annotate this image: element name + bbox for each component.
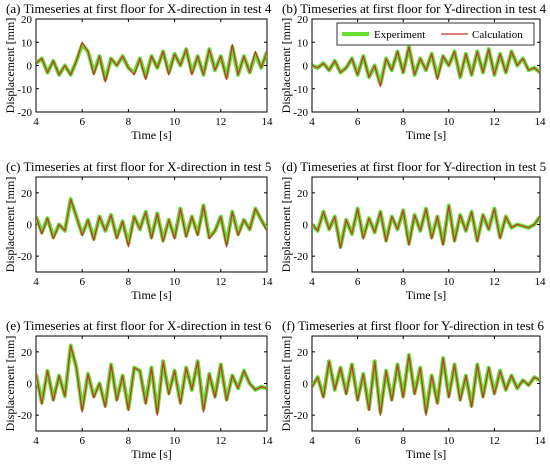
y-tick-label: 0: [303, 61, 309, 73]
series-line-calculation: [36, 344, 267, 416]
series-line-calculation: [312, 46, 540, 88]
x-tick-label: 4: [309, 276, 315, 288]
x-tick-label: 12: [489, 435, 500, 447]
y-tick-label: 0: [27, 379, 33, 391]
y-axis-label: Displacement [mm]: [279, 18, 293, 114]
x-tick-label: 12: [215, 116, 226, 128]
x-tick-label: 8: [126, 435, 132, 447]
x-axis-label: Time [s]: [131, 447, 172, 461]
x-axis-label: Time [s]: [131, 128, 172, 142]
y-tick-label: 20: [297, 14, 309, 26]
x-axis-label: Time [s]: [406, 288, 447, 302]
x-tick-label: 10: [169, 116, 181, 128]
series-line-experiment: [36, 343, 267, 414]
y-tick-label: 10: [21, 37, 33, 49]
series-line-calculation: [312, 354, 540, 416]
x-tick-label: 4: [33, 435, 39, 447]
y-tick-label: -20: [293, 107, 308, 119]
series-line-calculation: [36, 41, 267, 83]
legend: Experiment Calculation: [336, 22, 535, 46]
series-line-calculation: [312, 204, 540, 249]
chart-title: (e) Timeseries at first floor for X-dire…: [6, 318, 272, 333]
x-tick-label: 12: [489, 116, 500, 128]
x-tick-label: 10: [169, 435, 181, 447]
y-tick-label: -20: [17, 107, 32, 119]
legend-calculation-label: Calculation: [472, 29, 523, 41]
series-line-experiment: [312, 44, 540, 87]
chart-panel-2: (c) Timeseries at first floor for X-dire…: [3, 159, 273, 302]
y-tick-label: 0: [303, 220, 309, 232]
x-tick-label: 14: [262, 276, 274, 288]
y-tick-label: 20: [21, 347, 33, 359]
x-tick-label: 4: [33, 116, 39, 128]
y-tick-label: -20: [293, 410, 308, 422]
chart-title: (c) Timeseries at first floor for X-dire…: [6, 159, 271, 174]
x-tick-label: 6: [355, 276, 361, 288]
chart-panel-1: (b) Timeseries at first floor for Y-dire…: [279, 1, 547, 142]
y-axis-label: Displacement [mm]: [279, 336, 293, 432]
x-tick-label: 8: [400, 276, 406, 288]
x-tick-label: 14: [262, 435, 274, 447]
x-axis-label: Time [s]: [406, 128, 447, 142]
x-tick-label: 14: [262, 116, 274, 128]
x-axis-label: Time [s]: [406, 447, 447, 461]
series-line-experiment: [312, 353, 540, 414]
axes-frame: [35, 176, 268, 273]
chart-title: (d) Timeseries at first floor for Y-dire…: [282, 159, 546, 174]
x-tick-label: 6: [79, 276, 85, 288]
y-tick-label: 0: [27, 61, 33, 73]
y-tick-label: 20: [21, 14, 33, 26]
x-tick-label: 8: [126, 276, 132, 288]
x-tick-label: 8: [400, 435, 406, 447]
legend-experiment-label: Experiment: [374, 29, 425, 41]
y-tick-label: 10: [297, 37, 309, 49]
y-tick-label: 20: [297, 188, 309, 200]
x-tick-label: 12: [489, 276, 500, 288]
y-axis-label: Displacement [mm]: [3, 336, 17, 432]
x-tick-label: 12: [215, 435, 226, 447]
x-tick-label: 14: [535, 116, 547, 128]
x-tick-label: 6: [79, 435, 85, 447]
x-tick-label: 8: [400, 116, 406, 128]
x-tick-label: 10: [443, 116, 455, 128]
legend-box: [336, 22, 535, 46]
x-tick-label: 14: [535, 276, 547, 288]
x-tick-label: 10: [169, 276, 181, 288]
y-tick-label: 20: [21, 188, 33, 200]
axes-frame: [35, 18, 268, 113]
x-axis-label: Time [s]: [131, 288, 172, 302]
x-tick-label: 6: [355, 435, 361, 447]
x-tick-label: 10: [443, 276, 455, 288]
chart-panel-3: (d) Timeseries at first floor for Y-dire…: [279, 159, 546, 302]
y-tick-label: -10: [17, 84, 32, 96]
y-tick-label: 0: [303, 379, 309, 391]
y-tick-label: -20: [17, 410, 32, 422]
chart-panel-0: (a) Timeseries at first floor for X-dire…: [3, 1, 273, 142]
y-tick-label: 20: [297, 347, 309, 359]
x-tick-label: 4: [309, 116, 315, 128]
x-tick-label: 8: [126, 116, 132, 128]
y-tick-label: -10: [293, 84, 308, 96]
y-axis-label: Displacement [mm]: [279, 177, 293, 273]
x-tick-label: 6: [79, 116, 85, 128]
chart-panel-5: (f) Timeseries at first floor for Y-dire…: [279, 318, 546, 461]
y-tick-label: -20: [17, 251, 32, 263]
x-tick-label: 4: [33, 276, 39, 288]
y-axis-label: Displacement [mm]: [3, 18, 17, 114]
x-tick-label: 10: [443, 435, 455, 447]
x-tick-label: 6: [355, 116, 361, 128]
series-line-calculation: [36, 198, 267, 248]
y-axis-label: Displacement [mm]: [3, 177, 17, 273]
chart-title: (f) Timeseries at first floor for Y-dire…: [282, 318, 544, 333]
x-tick-label: 12: [215, 276, 226, 288]
chart-title: (a) Timeseries at first floor for X-dire…: [6, 1, 272, 16]
x-tick-label: 14: [535, 435, 547, 447]
chart-panel-4: (e) Timeseries at first floor for X-dire…: [3, 318, 273, 461]
chart-title: (b) Timeseries at first floor for Y-dire…: [282, 1, 547, 16]
y-tick-label: 0: [27, 220, 33, 232]
x-tick-label: 4: [309, 435, 315, 447]
y-tick-label: -20: [293, 251, 308, 263]
